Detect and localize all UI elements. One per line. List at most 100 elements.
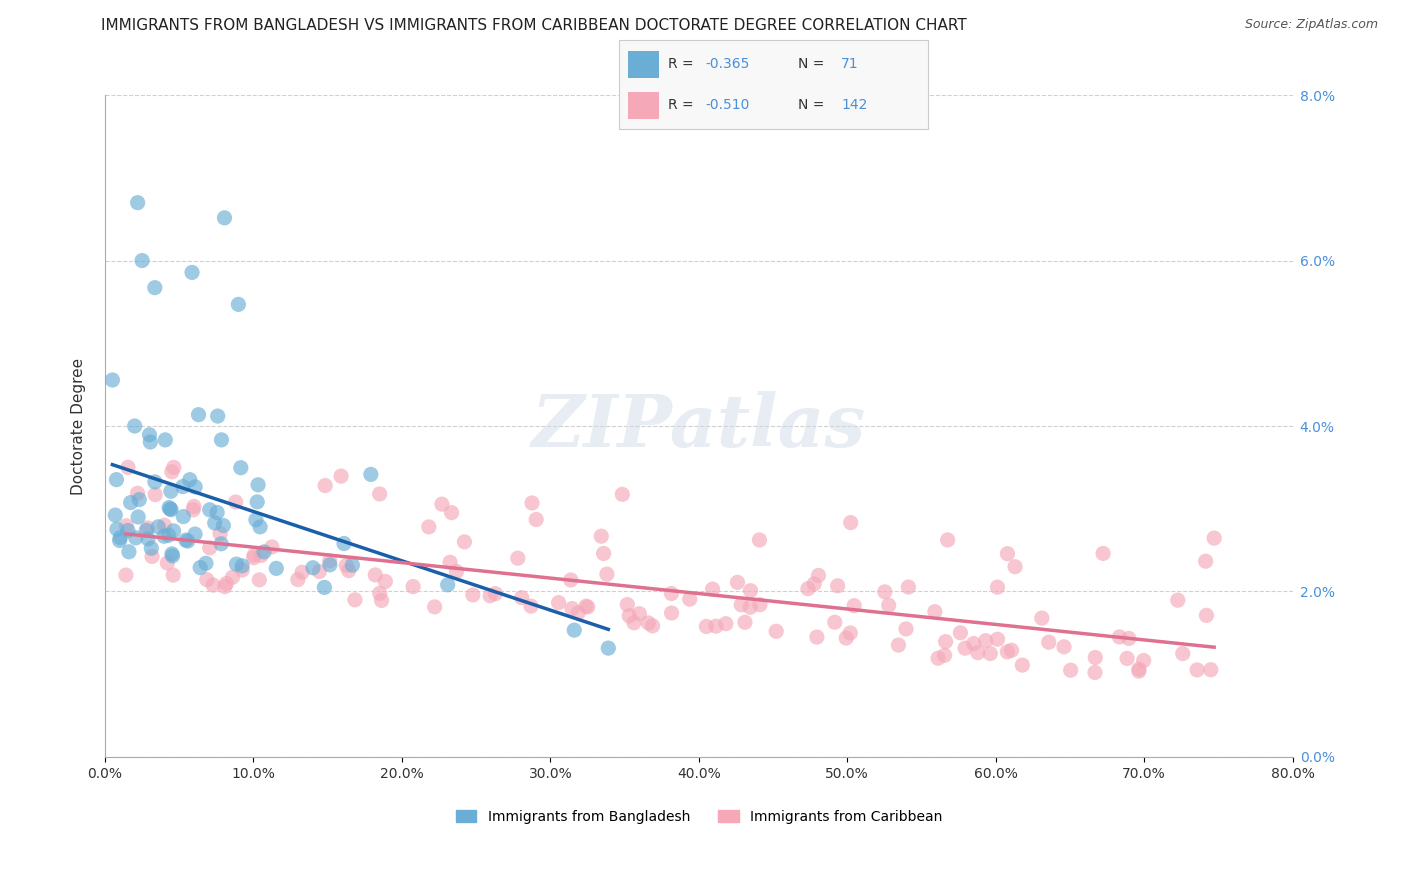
Immigrants from Bangladesh	[105, 522, 128, 536]
Immigrants from Caribbean	[628, 607, 651, 621]
Immigrants from Caribbean	[1132, 654, 1154, 668]
Immigrants from Caribbean	[962, 636, 984, 650]
Immigrants from Caribbean	[160, 465, 183, 479]
Immigrants from Caribbean	[612, 487, 634, 501]
Immigrants from Bangladesh	[360, 467, 382, 482]
Immigrants from Caribbean	[887, 638, 910, 652]
Immigrants from Bangladesh	[562, 623, 585, 637]
Immigrants from Caribbean	[1031, 611, 1053, 625]
Immigrants from Caribbean	[1118, 632, 1140, 646]
Immigrants from Bangladesh	[117, 524, 139, 538]
Immigrants from Bangladesh	[212, 518, 235, 533]
Immigrants from Caribbean	[877, 599, 900, 613]
Immigrants from Caribbean	[117, 460, 139, 475]
Immigrants from Caribbean	[592, 546, 614, 560]
Immigrants from Caribbean	[894, 622, 917, 636]
Immigrants from Bangladesh	[205, 505, 228, 519]
Immigrants from Bangladesh	[143, 475, 166, 489]
Immigrants from Caribbean	[560, 573, 582, 587]
Text: IMMIGRANTS FROM BANGLADESH VS IMMIGRANTS FROM CARIBBEAN DOCTORATE DEGREE CORRELA: IMMIGRANTS FROM BANGLADESH VS IMMIGRANTS…	[101, 18, 967, 33]
Immigrants from Caribbean	[547, 596, 569, 610]
Immigrants from Caribbean	[765, 624, 787, 639]
Immigrants from Caribbean	[461, 588, 484, 602]
Immigrants from Caribbean	[1194, 554, 1216, 568]
Immigrants from Caribbean	[524, 512, 547, 526]
Immigrants from Bangladesh	[184, 527, 207, 541]
Immigrants from Caribbean	[986, 632, 1008, 647]
Immigrants from Caribbean	[576, 599, 599, 614]
Legend: Immigrants from Bangladesh, Immigrants from Caribbean: Immigrants from Bangladesh, Immigrants f…	[450, 805, 948, 830]
Immigrants from Caribbean	[824, 615, 846, 630]
Immigrants from Caribbean	[704, 619, 727, 633]
FancyBboxPatch shape	[628, 51, 659, 78]
Immigrants from Bangladesh	[160, 502, 183, 516]
Immigrants from Caribbean	[510, 591, 533, 605]
Immigrants from Caribbean	[163, 460, 186, 475]
Immigrants from Caribbean	[115, 518, 138, 533]
Immigrants from Bangladesh	[155, 433, 177, 447]
Immigrants from Caribbean	[927, 651, 949, 665]
Immigrants from Caribbean	[231, 563, 253, 577]
Immigrants from Caribbean	[835, 631, 858, 645]
Immigrants from Caribbean	[520, 496, 543, 510]
Immigrants from Bangladesh	[194, 557, 217, 571]
Immigrants from Caribbean	[873, 584, 896, 599]
Immigrants from Caribbean	[839, 626, 862, 640]
Immigrants from Caribbean	[127, 486, 149, 500]
Immigrants from Caribbean	[740, 583, 762, 598]
Immigrants from Bangladesh	[172, 509, 194, 524]
Immigrants from Caribbean	[953, 641, 976, 656]
Immigrants from Bangladesh	[184, 480, 207, 494]
Immigrants from Caribbean	[1004, 559, 1026, 574]
Immigrants from Caribbean	[1038, 635, 1060, 649]
Immigrants from Caribbean	[308, 565, 330, 579]
Immigrants from Bangladesh	[162, 549, 184, 563]
Immigrants from Caribbean	[215, 576, 238, 591]
Immigrants from Caribbean	[1059, 663, 1081, 677]
Immigrants from Caribbean	[986, 580, 1008, 594]
FancyBboxPatch shape	[628, 92, 659, 119]
Immigrants from Bangladesh	[141, 541, 163, 556]
Immigrants from Caribbean	[727, 575, 749, 590]
Immigrants from Caribbean	[1185, 663, 1208, 677]
Immigrants from Caribbean	[287, 573, 309, 587]
Immigrants from Caribbean	[242, 550, 264, 565]
Immigrants from Bangladesh	[333, 536, 356, 550]
Immigrants from Caribbean	[616, 598, 638, 612]
Immigrants from Bangladesh	[138, 427, 160, 442]
Immigrants from Caribbean	[1195, 608, 1218, 623]
Immigrants from Caribbean	[202, 578, 225, 592]
Immigrants from Caribbean	[1171, 647, 1194, 661]
Immigrants from Caribbean	[221, 570, 243, 584]
Immigrants from Caribbean	[734, 615, 756, 630]
Immigrants from Caribbean	[330, 469, 353, 483]
Immigrants from Caribbean	[966, 646, 988, 660]
Immigrants from Bangladesh	[174, 533, 197, 548]
Immigrants from Caribbean	[453, 534, 475, 549]
Immigrants from Caribbean	[364, 568, 387, 582]
Immigrants from Caribbean	[924, 605, 946, 619]
Immigrants from Bangladesh	[207, 409, 229, 423]
Immigrants from Bangladesh	[136, 532, 159, 546]
Immigrants from Bangladesh	[157, 500, 180, 515]
Immigrants from Caribbean	[136, 521, 159, 535]
Immigrants from Caribbean	[641, 619, 664, 633]
Immigrants from Caribbean	[730, 598, 752, 612]
Immigrants from Caribbean	[1000, 643, 1022, 657]
Immigrants from Caribbean	[935, 634, 957, 648]
Immigrants from Caribbean	[561, 601, 583, 615]
Immigrants from Caribbean	[567, 606, 589, 620]
Immigrants from Bangladesh	[108, 533, 131, 548]
Immigrants from Bangladesh	[172, 480, 194, 494]
Immigrants from Caribbean	[440, 506, 463, 520]
Immigrants from Caribbean	[995, 645, 1018, 659]
Immigrants from Caribbean	[243, 548, 266, 562]
Immigrants from Caribbean	[506, 551, 529, 566]
Immigrants from Caribbean	[209, 526, 232, 541]
Immigrants from Caribbean	[156, 556, 179, 570]
Immigrants from Caribbean	[637, 615, 659, 630]
Immigrants from Caribbean	[1108, 630, 1130, 644]
Immigrants from Caribbean	[1053, 640, 1076, 654]
Text: Source: ZipAtlas.com: Source: ZipAtlas.com	[1244, 18, 1378, 31]
Immigrants from Caribbean	[446, 565, 468, 579]
